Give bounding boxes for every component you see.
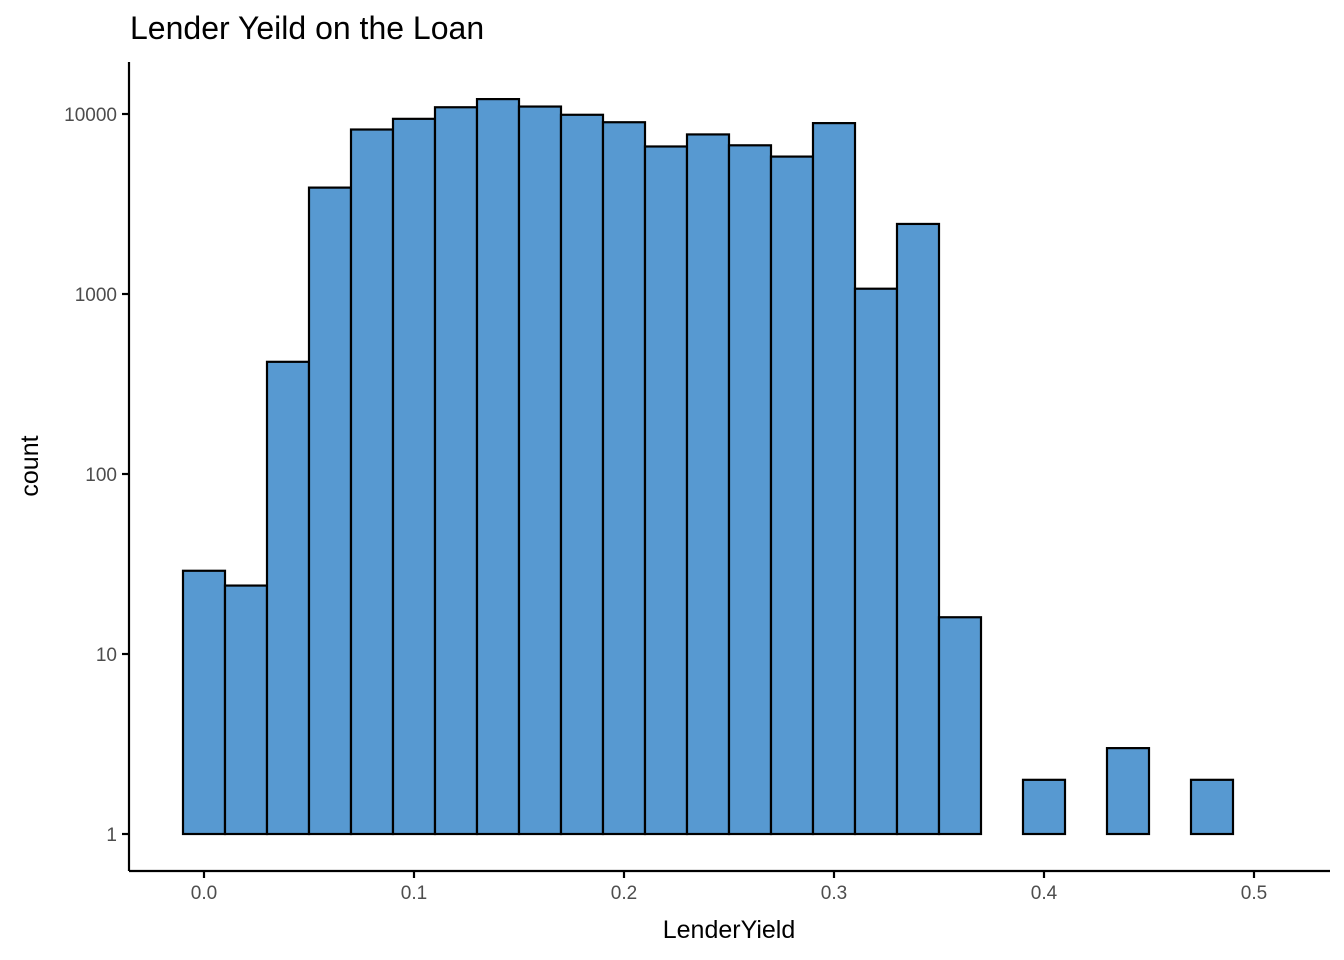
x-tick-label: 0.3 xyxy=(821,883,847,904)
histogram-bar xyxy=(895,222,941,836)
y-tick-label: 1 xyxy=(106,825,117,846)
y-tick-label: 1000 xyxy=(75,285,117,306)
histogram-bar xyxy=(853,287,899,836)
x-tick-label: 0.0 xyxy=(191,883,217,904)
histogram-bar xyxy=(1105,747,1151,836)
y-tick-label: 10000 xyxy=(64,105,117,126)
histogram-bar xyxy=(265,360,311,836)
histogram-bar xyxy=(475,97,521,836)
y-tick-label: 100 xyxy=(85,465,117,486)
histogram-bar xyxy=(181,569,227,836)
histogram-bar xyxy=(307,186,353,836)
histogram-bar xyxy=(727,144,773,836)
y-axis-title: count xyxy=(16,435,44,496)
x-axis-title: LenderYield xyxy=(663,916,796,944)
x-tick-label: 0.5 xyxy=(1241,883,1267,904)
histogram-bar xyxy=(223,584,269,836)
histogram-bar xyxy=(517,105,563,836)
histogram-bar xyxy=(1021,778,1067,836)
chart-title: Lender Yeild on the Loan xyxy=(130,10,485,46)
y-tick-label: 10 xyxy=(96,645,117,666)
histogram-bar xyxy=(559,113,605,836)
histogram-bar xyxy=(811,122,857,836)
histogram-bar xyxy=(643,145,689,836)
histogram-bar xyxy=(601,121,647,836)
histogram-bar xyxy=(391,117,437,836)
histogram-bar xyxy=(433,106,479,836)
histogram-bar xyxy=(1189,778,1235,836)
axes-layer: 0.0 0.1 0.2 0.3 0.4 0.5 1 10 100 1000 10000 xyxy=(64,62,1330,904)
x-tick-label: 0.1 xyxy=(401,883,427,904)
bars-layer xyxy=(181,97,1235,836)
x-tick-label: 0.4 xyxy=(1031,883,1058,904)
histogram-bar xyxy=(769,155,815,836)
histogram-bar xyxy=(685,133,731,836)
histogram-bar xyxy=(349,128,395,836)
histogram-bar xyxy=(937,616,983,836)
x-tick-label: 0.2 xyxy=(611,883,637,904)
